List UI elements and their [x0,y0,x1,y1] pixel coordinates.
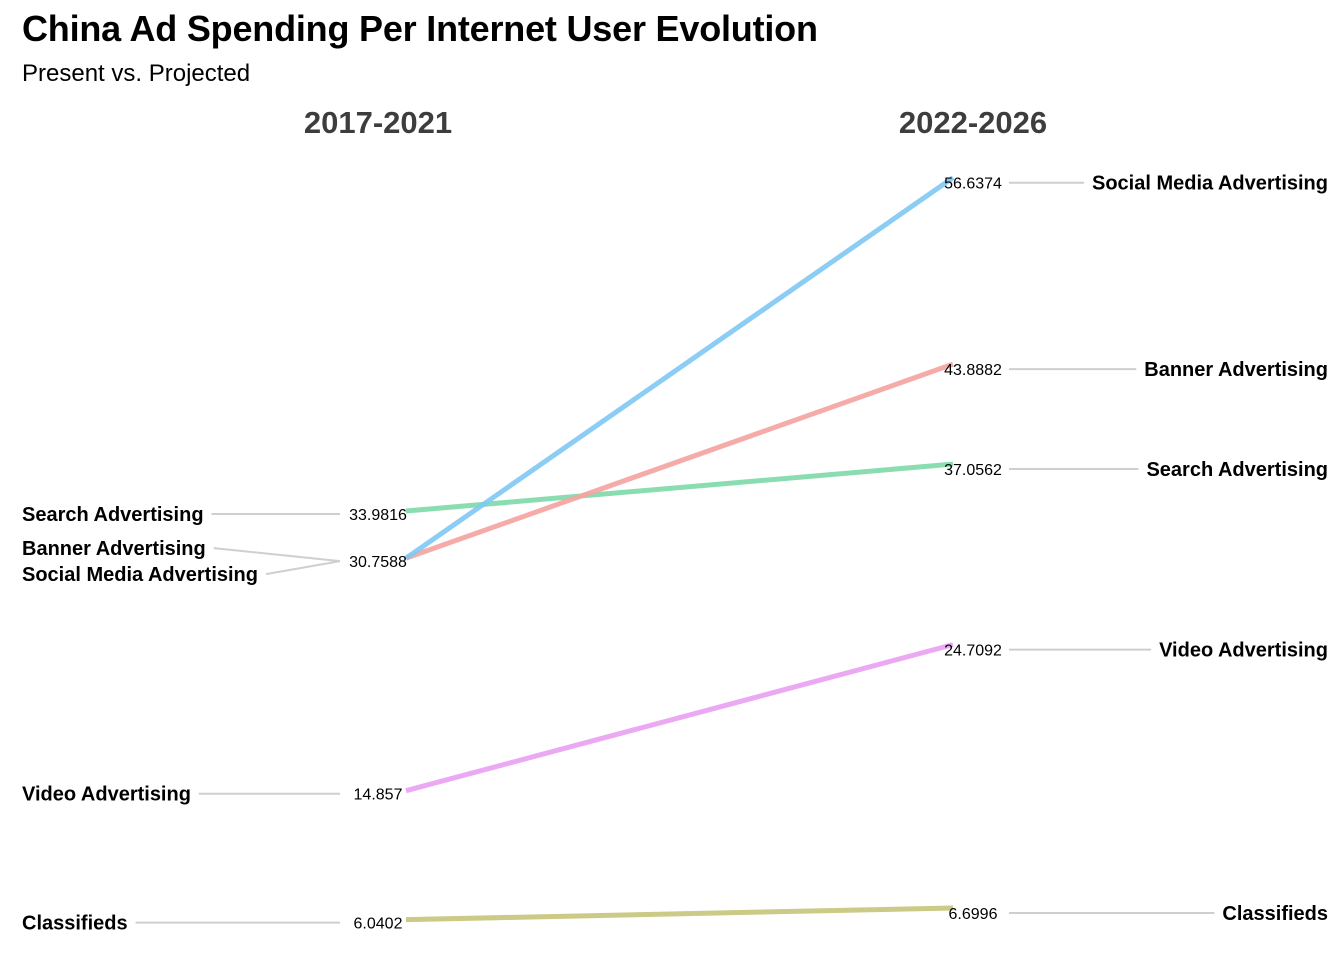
end-category-search-advertising: Search Advertising [1146,459,1328,481]
start-value-banner-advertising: 30.7588 [349,554,407,571]
start-category-search-advertising: Search Advertising [22,504,204,526]
start-category-classifieds: Classifieds [22,913,128,935]
slope-line-banner-advertising [405,361,954,561]
period-header-end: 2022-2026 [899,105,1047,140]
leader-lines [135,181,1215,924]
end-category-classifieds: Classifieds [1222,903,1328,925]
slope-line-video-advertising [405,642,954,794]
slope-line-classifieds [405,905,954,923]
period-header-start: 2017-2021 [304,105,452,140]
end-value-classifieds: 6.6996 [949,906,998,923]
end-value-banner-advertising: 43.8882 [944,362,1002,379]
start-category-video-advertising: Video Advertising [22,784,191,806]
start-category-banner-advertising: Banner Advertising [22,538,206,560]
chart-labels: 33.9816 37.0562 Search Advertising Search A… [22,173,1328,935]
start-value-video-advertising: 14.857 [354,787,403,804]
chart-title: China Ad Spending Per Internet User Evol… [22,8,818,49]
end-category-banner-advertising: Banner Advertising [1144,359,1328,381]
end-category-video-advertising: Video Advertising [1159,640,1328,662]
start-value-classifieds: 6.0402 [354,916,403,933]
chart-subtitle: Present vs. Projected [22,60,251,87]
end-value-video-advertising: 24.7092 [944,643,1002,660]
start-value-search-advertising: 33.9816 [349,507,407,524]
start-category-social-media-advertising: Social Media Advertising [22,564,258,586]
end-value-social-media-advertising: 56.6374 [944,176,1002,193]
start-leader-social-media-advertising [265,560,341,576]
slope-line-search-advertising [405,461,954,514]
end-value-search-advertising: 37.0562 [944,462,1002,479]
start-leader-banner-advertising [213,547,341,563]
slope-lines [404,175,955,923]
end-category-social-media-advertising: Social Media Advertising [1092,173,1328,195]
slope-line-social-media-advertising [404,175,955,561]
